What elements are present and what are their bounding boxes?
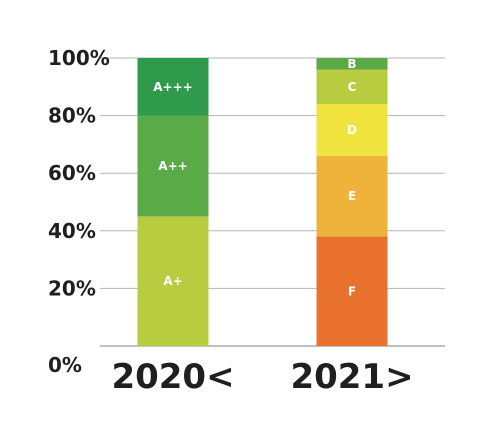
y-tick-label: 20% <box>48 276 96 300</box>
segment-label: A++ <box>158 159 187 173</box>
bar-segment-aplusplusplus <box>137 58 209 116</box>
y-tick-label: 40% <box>48 219 96 243</box>
bar-segment-f <box>316 236 388 346</box>
segment-label: F <box>348 284 356 298</box>
segment-labels: A+ A++ A+++ F E D CB <box>153 57 357 299</box>
bar-segment-d <box>316 104 388 156</box>
y-tick-label: 0% <box>48 353 82 377</box>
segment-label: D <box>347 123 357 137</box>
bars <box>137 58 388 346</box>
bar-segment-b <box>316 58 388 70</box>
segment-label: B <box>347 57 356 71</box>
bar-segment-e <box>316 155 388 237</box>
x-tick-label: 2021> <box>290 357 413 397</box>
y-axis-ticks: 0% 20% 40% 60% 80% 100% <box>48 46 110 377</box>
x-tick-label: 2020< <box>111 357 234 397</box>
segment-label: E <box>348 189 356 203</box>
x-axis-ticks: 2020< 2021> <box>111 357 413 397</box>
bar-segment-c <box>316 69 388 105</box>
segment-label: A+ <box>163 274 182 288</box>
y-tick-label: 100% <box>48 46 110 70</box>
y-tick-label: 80% <box>48 104 96 128</box>
bar-segment-aplus <box>137 216 209 346</box>
bar-segment-aplusplus <box>137 115 209 217</box>
y-tick-label: 60% <box>48 161 96 185</box>
segment-label: C <box>348 80 357 94</box>
segment-label: A+++ <box>153 80 192 94</box>
